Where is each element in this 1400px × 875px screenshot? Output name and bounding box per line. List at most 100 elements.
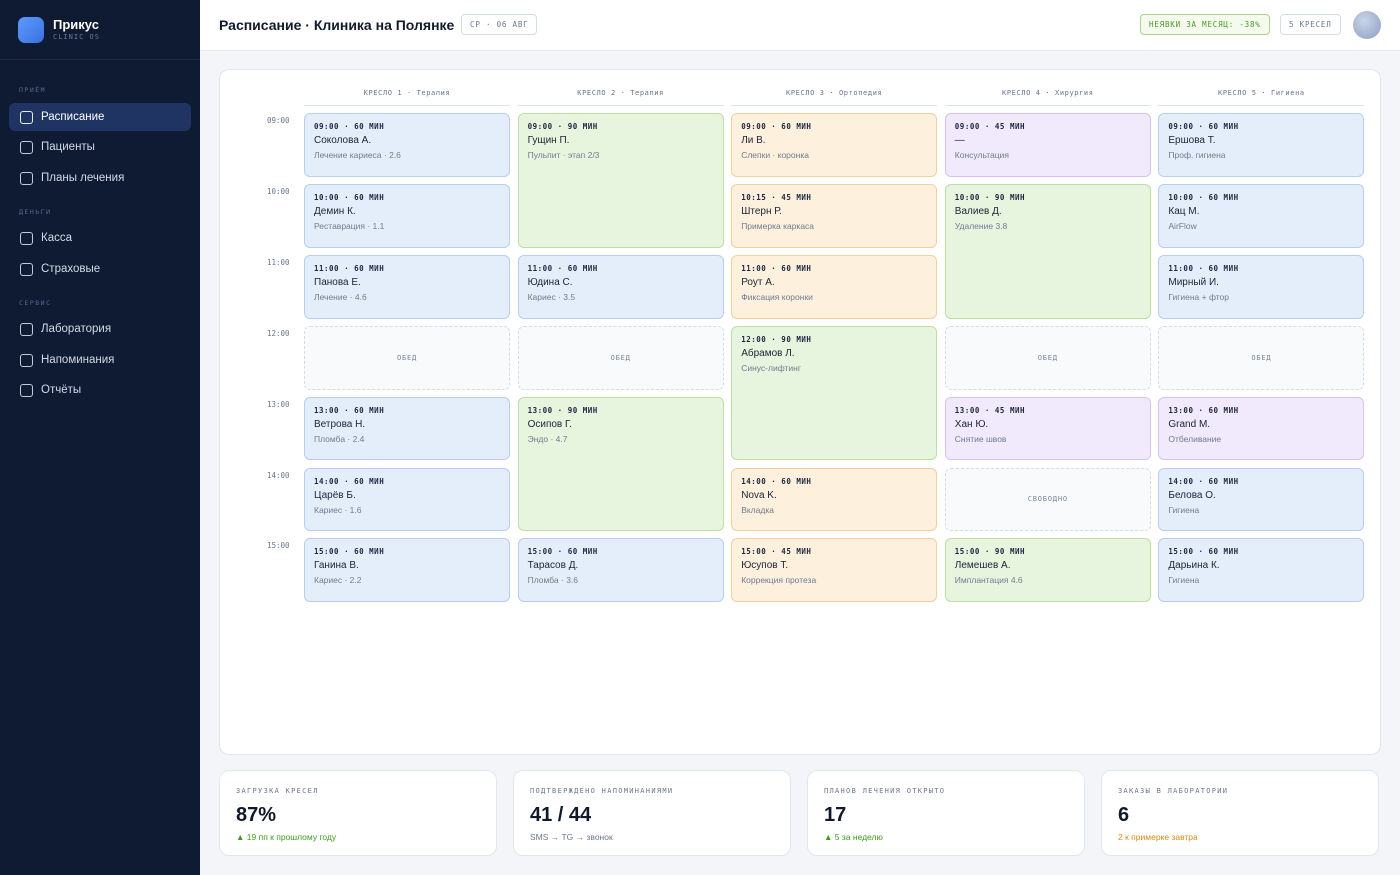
calendar-icon [20,110,33,124]
appointment-card[interactable]: 15:00 · 60 МИН Тарасов Д. Пломба · 3.6 [517,538,724,603]
appointment-time: 14:00 · 60 МИН [1168,476,1239,486]
stat-sub: 2 к примерке завтра [1118,832,1198,842]
sidebar-item-cashbox[interactable]: Касса [9,224,191,252]
appointment-card[interactable]: 13:00 · 60 МИН Grand M. Отбеливание [1158,396,1365,461]
appointment-card[interactable]: 09:00 · 60 МИН Ершова Т. Проф. гигиена [1158,113,1365,177]
appointment-card[interactable]: 09:00 · 90 МИН Гущин П. Пульпит · этап 2/3 [517,113,724,248]
appointment-card[interactable]: 10:00 · 60 МИН Демин К. Реставрация · 1.1 [304,183,510,248]
page-title: Расписание · Клиника на Полянке [219,17,455,33]
appointment-card[interactable]: 14:00 · 60 МИН Царёв Б. Кариес · 1.6 [304,467,510,532]
appointment-time: 15:00 · 60 МИН [527,547,598,557]
time-label: 10:00 [267,186,290,196]
patient-name: Абрамов Л. [741,347,795,359]
sidebar-item-label: Напоминания [41,354,115,366]
procedure: Отбеливание [1168,433,1222,444]
sidebar-item-label: Лаборатория [41,323,112,335]
bell-icon [20,353,33,367]
appointment-time: 15:00 · 60 МИН [1168,547,1239,557]
appointment-card[interactable]: 14:00 · 60 МИН Nova K. Вкладка [731,467,938,532]
patient-name: Хан Ю. [954,418,989,430]
appointment-card[interactable]: 10:00 · 90 МИН Валиев Д. Удаление 3.8 [944,183,1151,319]
appointment-time: 09:00 · 60 МИН [741,122,812,131]
patient-name: Юдина С. [527,276,573,288]
appointment-card[interactable]: 15:00 · 60 МИН Ганина В. Кариес · 2.2 [304,538,510,603]
procedure: Фиксация коронки [741,291,813,302]
appointment-card[interactable]: 13:00 · 45 МИН Хан Ю. Снятие швов [944,396,1151,461]
patient-name: Юсупов Т. [741,560,789,572]
patient-name: Тарасов Д. [527,560,579,572]
appointment-card[interactable]: 09:00 · 60 МИН Соколова А. Лечение кариеса… [304,113,510,177]
appointment-time: 14:00 · 60 МИН [741,476,812,486]
nav-section-money: ДЕНЬГИ [19,208,52,216]
procedure: Гигиена + фтор [1168,291,1230,302]
stat-sub: ▲ 19 пп к прошлому году [236,832,337,842]
appointment-time: 11:00 · 60 МИН [314,263,385,273]
time-label: 09:00 [267,116,290,125]
chairs-count-badge: 5 КРЕСЕЛ [1280,14,1341,35]
appointment-card[interactable]: 11:00 · 60 МИН Роут А. Фиксация коронки [731,254,938,319]
avatar[interactable] [1353,11,1381,39]
sidebar-item-laboratory[interactable]: Лаборатория [9,315,191,343]
stat-sub: SMS → TG → звонок [530,832,613,842]
appointment-time: 13:00 · 60 МИН [314,405,385,415]
sidebar-item-label: Страховые [41,263,101,275]
sidebar-item-label: Отчёты [41,384,82,396]
stat-label: ЗАКАЗЫ В ЛАБОРАТОРИИ [1118,787,1229,795]
appointment-card[interactable]: 15:00 · 90 МИН Лемешев А. Имплантация 4.6 [944,538,1151,603]
sidebar-item-label: Планы лечения [41,172,125,184]
chair-column-header: КРЕСЛО 5 · Гигиена [1158,89,1365,106]
time-label: 11:00 [267,257,290,267]
users-icon [20,140,33,154]
free-slot[interactable]: СВОБОДНО [944,467,1151,532]
appointment-card[interactable]: 10:00 · 60 МИН Кац М. AirFlow [1158,183,1365,248]
patient-name: Ганина В. [314,560,359,572]
procedure: Снятие швов [954,433,1007,444]
appointment-time: 12:00 · 90 МИН [741,334,812,344]
patient-name: Дарьина К. [1168,560,1220,572]
patient-name: Белова О. [1168,489,1216,501]
sidebar-item-schedule[interactable]: Расписание [9,103,191,131]
lunch-slot: ОБЕД [944,325,1151,390]
clipboard-icon [20,171,33,185]
appointment-time: 15:00 · 90 МИН [954,547,1026,557]
appointment-card[interactable]: 11:00 · 60 МИН Мирный И. Гигиена + фтор [1158,254,1365,319]
sidebar-item-insurance[interactable]: Страховые [9,255,191,283]
time-label: 15:00 [267,541,290,551]
procedure: Кариес · 1.6 [314,504,362,515]
appointment-card[interactable]: 15:00 · 45 МИН Юсупов Т. Коррекция протеза [731,538,938,603]
appointment-card[interactable]: 13:00 · 60 МИН Ветрова Н. Пломба · 2.4 [304,396,510,461]
stat-sub: ▲ 5 за неделю [824,832,883,842]
appointment-card[interactable]: 15:00 · 60 МИН Дарьина К. Гигиена [1158,538,1365,603]
appointment-time: 13:00 · 60 МИН [1168,405,1239,415]
procedure: Слепки · коронка [741,150,809,160]
procedure: Консультация [954,150,1009,160]
sidebar-item-label: Пациенты [41,141,95,153]
chair-column-header: КРЕСЛО 1 · Терапия [304,89,510,106]
appointment-time: 09:00 · 45 МИН [954,122,1026,131]
appointment-card[interactable]: 10:15 · 45 МИН Штерн Р. Примерка каркаса [731,183,938,248]
brand[interactable]: Прикус CLINIC OS [0,0,200,60]
appointment-card[interactable]: 11:00 · 60 МИН Панова Е. Лечение · 4.6 [304,254,510,319]
sidebar-item-reminders[interactable]: Напоминания [9,346,191,374]
appointment-card[interactable]: 13:00 · 90 МИН Осипов Г. Эндо · 4.7 [517,396,724,532]
procedure: Кариес · 2.2 [314,575,362,586]
patient-name: Ветрова Н. [314,418,366,430]
sidebar-item-patients[interactable]: Пациенты [9,133,191,161]
app-logo-icon [18,16,44,43]
procedure: Проф. гигиена [1168,150,1226,160]
patient-name: Валиев Д. [954,205,1002,217]
stat-value: 6 [1118,804,1130,826]
appointment-card[interactable]: 12:00 · 90 МИН Абрамов Л. Синус-лифтинг [731,325,938,461]
appointment-time: 10:00 · 60 МИН [1168,192,1239,202]
appointment-card[interactable]: 09:00 · 45 МИН — Консультация [944,113,1151,177]
appointment-card[interactable]: 14:00 · 60 МИН Белова О. Гигиена [1158,467,1365,532]
appointment-time: 15:00 · 45 МИН [741,547,812,557]
chair-column-header: КРЕСЛО 4 · Хирургия [944,89,1151,106]
date-picker-chip[interactable]: СР · 06 АВГ [461,14,538,35]
appointment-card[interactable]: 11:00 · 60 МИН Юдина С. Кариес · 3.5 [517,254,724,319]
appointment-time: 11:00 · 60 МИН [1168,263,1239,273]
appointment-card[interactable]: 09:00 · 60 МИН Ли В. Слепки · коронка [731,113,938,177]
sidebar-item-treatment-plans[interactable]: Планы лечения [9,164,191,192]
appointment-time: 10:15 · 45 МИН [741,192,812,202]
sidebar-item-reports[interactable]: Отчёты [9,376,191,404]
